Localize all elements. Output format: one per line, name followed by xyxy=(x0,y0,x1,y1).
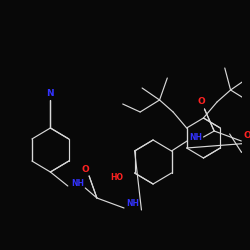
Text: NH: NH xyxy=(71,178,84,188)
Text: N: N xyxy=(46,88,54,98)
Text: HO: HO xyxy=(111,174,124,182)
Text: NH: NH xyxy=(126,200,139,208)
Text: NH: NH xyxy=(189,134,202,142)
Text: O: O xyxy=(243,132,250,140)
Text: O: O xyxy=(198,98,205,106)
Text: O: O xyxy=(82,164,89,173)
